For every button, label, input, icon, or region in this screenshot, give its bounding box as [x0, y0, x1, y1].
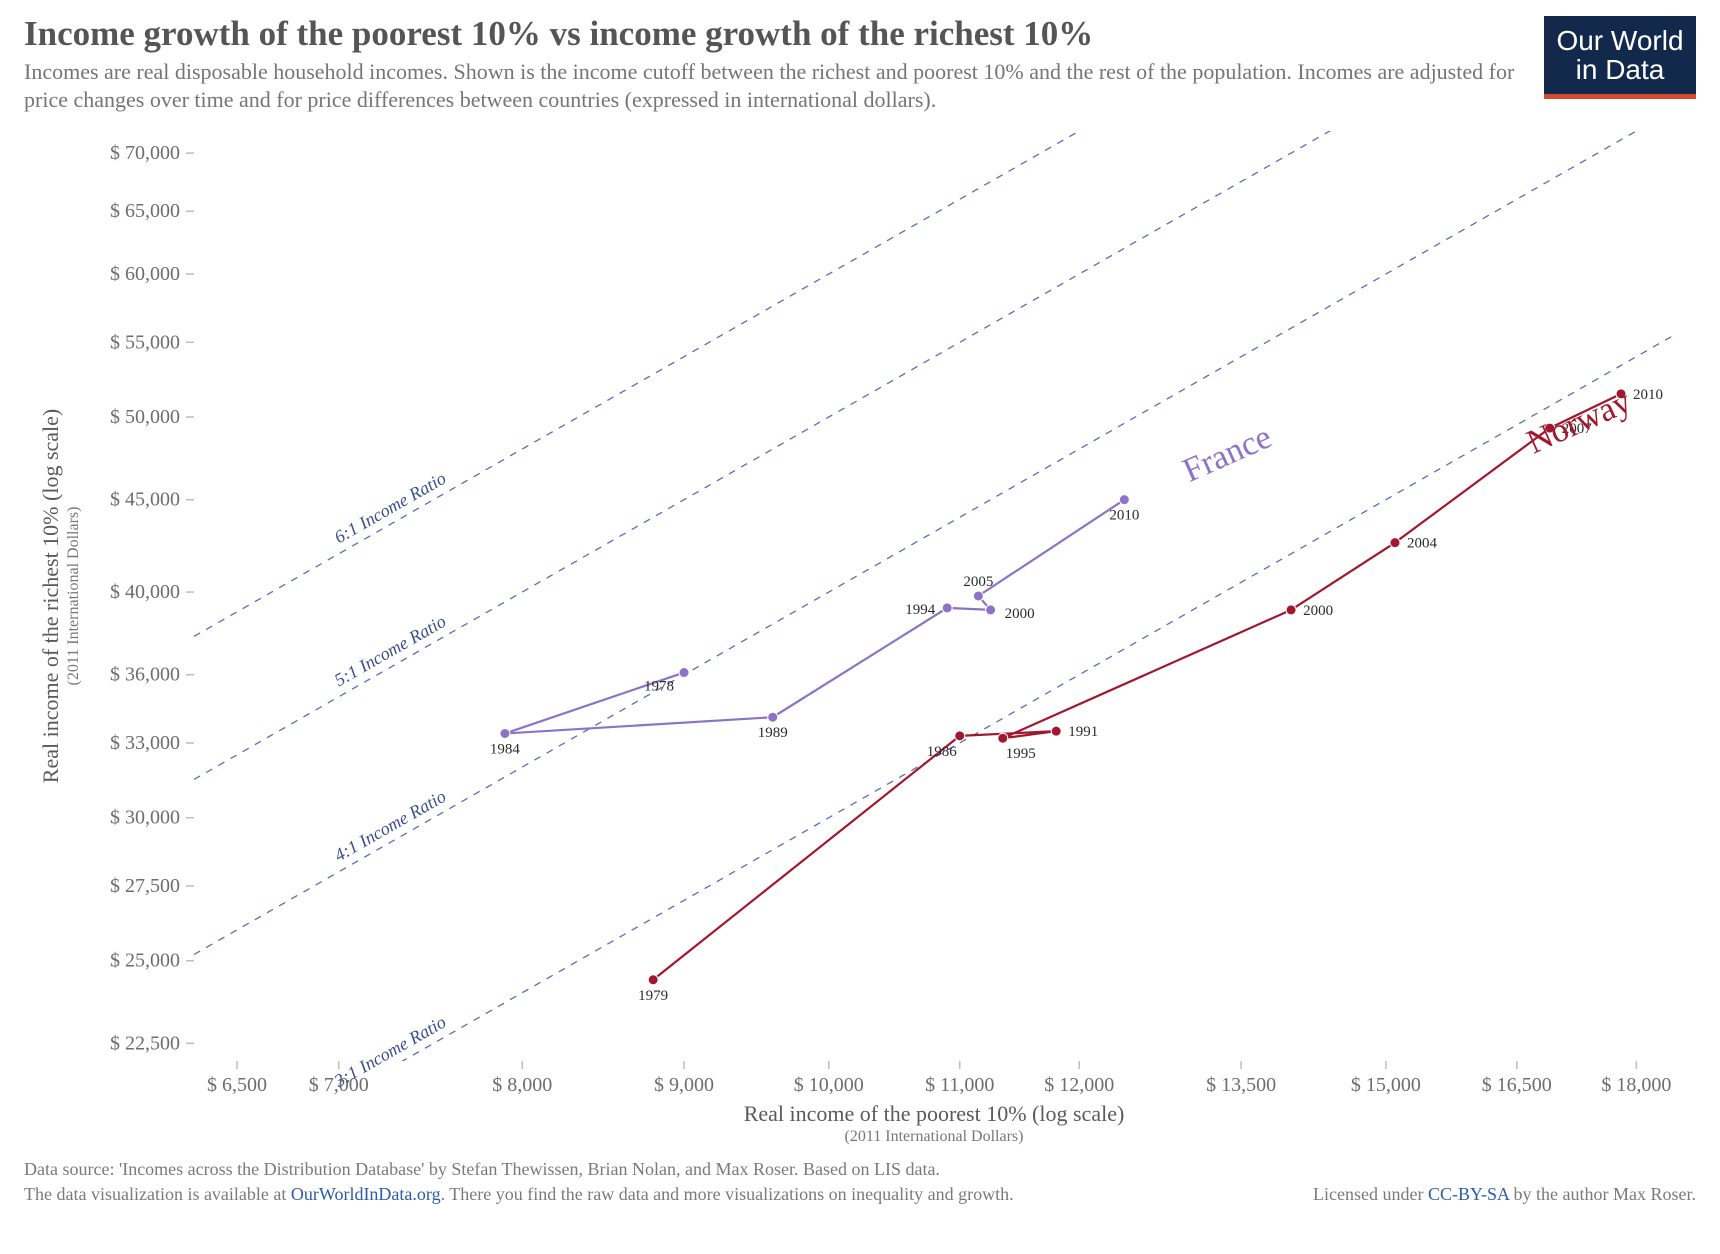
owid-logo: Our World in Data [1544, 16, 1696, 99]
point-year-label: 2000 [1005, 606, 1035, 622]
y-tick-label: $ 50,000 [110, 406, 180, 428]
x-tick-label: $ 13,500 [1206, 1074, 1276, 1096]
data-point[interactable] [973, 591, 983, 601]
y-axis-subtitle: (2011 International Dollars) [65, 507, 82, 686]
x-tick-label: $ 16,500 [1482, 1074, 1552, 1096]
footer-license-suffix: by the author Max Roser. [1509, 1184, 1696, 1204]
footer-avail-prefix: The data visualization is available at [24, 1184, 291, 1204]
x-tick-label: $ 9,000 [654, 1074, 714, 1096]
chart-container: $ 6,500$ 7,000$ 8,000$ 9,000$ 10,000$ 11… [24, 121, 1696, 1151]
y-axis-title: Real income of the richest 10% (log scal… [38, 409, 63, 783]
header-row: Income growth of the poorest 10% vs inco… [24, 14, 1696, 113]
footer-source: Data source: 'Incomes across the Distrib… [24, 1157, 1696, 1181]
data-point[interactable] [1119, 495, 1129, 505]
chart-svg: $ 6,500$ 7,000$ 8,000$ 9,000$ 10,000$ 11… [24, 121, 1696, 1151]
y-tick-label: $ 60,000 [110, 263, 180, 285]
x-axis-subtitle: (2011 International Dollars) [845, 1128, 1024, 1145]
data-point[interactable] [768, 712, 778, 722]
x-tick-label: $ 12,000 [1044, 1074, 1114, 1096]
point-year-label: 1984 [490, 742, 521, 758]
y-tick-label: $ 40,000 [110, 581, 180, 603]
x-tick-label: $ 10,000 [794, 1074, 864, 1096]
footer: Data source: 'Incomes across the Distrib… [24, 1157, 1696, 1206]
y-tick-label: $ 70,000 [110, 142, 180, 164]
y-tick-label: $ 45,000 [110, 489, 180, 511]
logo-line1: Our World [1544, 26, 1696, 55]
point-year-label: 2005 [963, 574, 993, 590]
x-tick-label: $ 8,000 [492, 1074, 552, 1096]
y-tick-label: $ 33,000 [110, 732, 180, 754]
series-label-norway: Norway [1522, 383, 1637, 461]
ratio-line [194, 121, 1674, 954]
data-point[interactable] [679, 668, 689, 678]
ratio-line [194, 121, 1674, 636]
data-point[interactable] [955, 731, 965, 741]
page: Income growth of the poorest 10% vs inco… [0, 0, 1720, 1254]
footer-avail-suffix: . There you find the raw data and more v… [441, 1184, 1014, 1204]
footer-availability: The data visualization is available at O… [24, 1182, 1014, 1206]
owid-link[interactable]: OurWorldInData.org [291, 1184, 441, 1204]
data-point[interactable] [986, 605, 996, 615]
ratio-label: 4:1 Income Ratio [331, 786, 449, 865]
point-year-label: 1995 [1006, 746, 1036, 762]
point-year-label: 1989 [758, 725, 788, 741]
y-tick-label: $ 55,000 [110, 332, 180, 354]
point-year-label: 1991 [1068, 724, 1098, 740]
logo-line2: in Data [1544, 55, 1696, 84]
data-point[interactable] [1390, 538, 1400, 548]
footer-license: Licensed under CC-BY-SA by the author Ma… [1313, 1182, 1696, 1206]
data-point[interactable] [500, 729, 510, 739]
point-year-label: 1994 [905, 602, 936, 618]
ratio-label: 3:1 Income Ratio [330, 1012, 449, 1092]
x-tick-label: $ 18,000 [1601, 1074, 1671, 1096]
ratio-line [194, 121, 1674, 779]
point-year-label: 1978 [644, 679, 674, 695]
data-point[interactable] [1286, 605, 1296, 615]
data-point[interactable] [1051, 726, 1061, 736]
y-tick-label: $ 65,000 [110, 200, 180, 222]
y-tick-label: $ 36,000 [110, 664, 180, 686]
x-axis-title: Real income of the poorest 10% (log scal… [744, 1101, 1125, 1126]
point-year-label: 2010 [1633, 387, 1663, 403]
ratio-label: 5:1 Income Ratio [331, 611, 449, 690]
point-year-label: 1986 [927, 744, 958, 760]
title-block: Income growth of the poorest 10% vs inco… [24, 14, 1544, 113]
y-tick-label: $ 22,500 [110, 1033, 180, 1055]
y-tick-label: $ 30,000 [110, 807, 180, 829]
data-point[interactable] [998, 733, 1008, 743]
data-point[interactable] [942, 603, 952, 613]
y-tick-label: $ 25,000 [110, 950, 180, 972]
chart-title: Income growth of the poorest 10% vs inco… [24, 14, 1544, 54]
series-label-france: France [1177, 419, 1277, 490]
data-point[interactable] [648, 975, 658, 985]
point-year-label: 1979 [638, 988, 668, 1004]
license-link[interactable]: CC-BY-SA [1428, 1184, 1509, 1204]
y-tick-label: $ 27,500 [110, 875, 180, 897]
chart-subtitle: Incomes are real disposable household in… [24, 58, 1544, 113]
point-year-label: 2000 [1303, 603, 1333, 619]
point-year-label: 2010 [1109, 508, 1139, 524]
footer-license-prefix: Licensed under [1313, 1184, 1428, 1204]
x-tick-label: $ 11,000 [925, 1074, 994, 1096]
ratio-label: 6:1 Income Ratio [331, 468, 449, 547]
footer-row2: The data visualization is available at O… [24, 1182, 1696, 1206]
x-tick-label: $ 15,000 [1351, 1074, 1421, 1096]
x-tick-label: $ 6,500 [207, 1074, 267, 1096]
point-year-label: 2004 [1407, 536, 1438, 552]
series-line-norway [653, 394, 1621, 980]
